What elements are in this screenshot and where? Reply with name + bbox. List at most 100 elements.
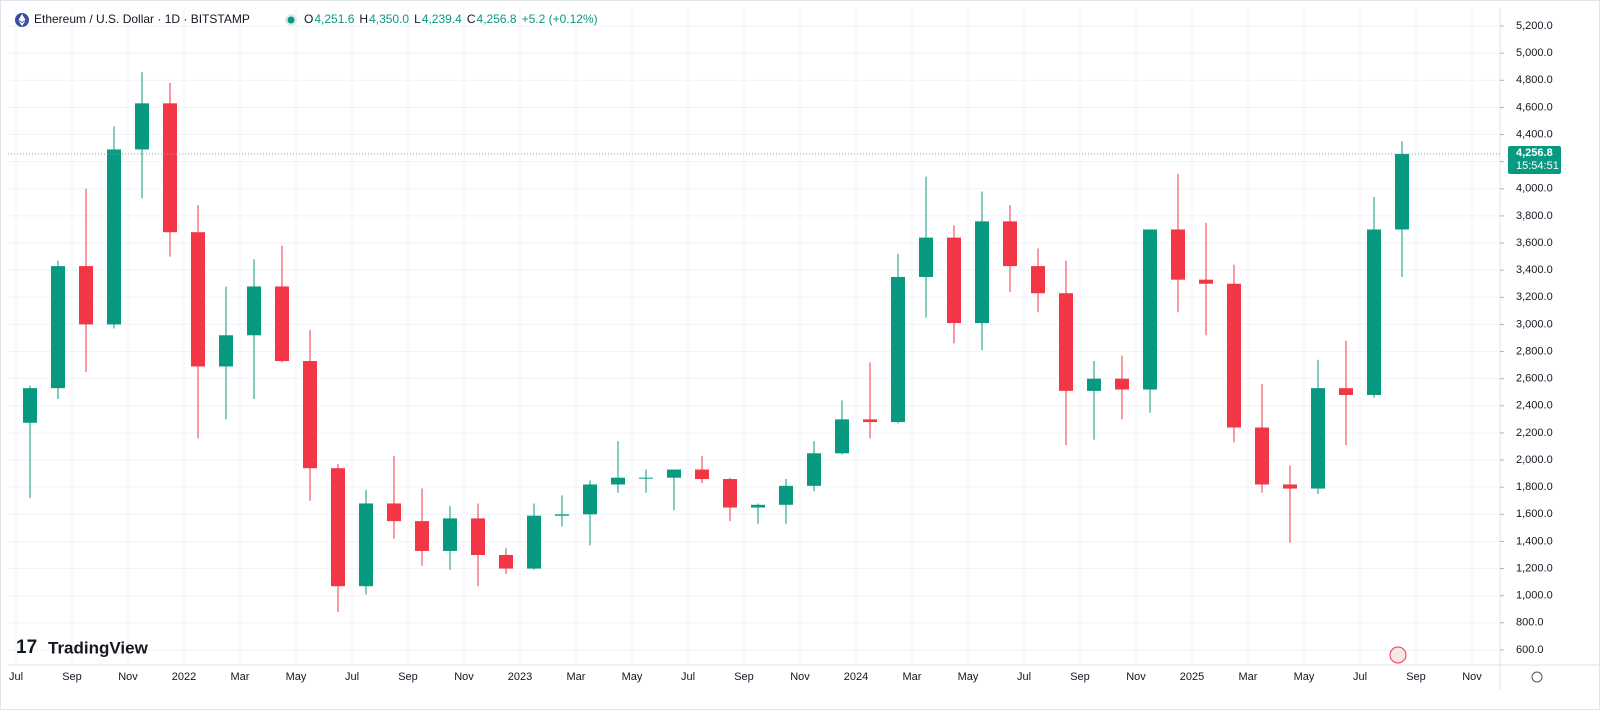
status-dot	[287, 16, 295, 24]
grid	[8, 8, 1500, 665]
x-tick-label: May	[286, 671, 307, 683]
candle-body	[1395, 153, 1409, 230]
candle-body	[695, 469, 709, 480]
y-tick-label: 600.0	[1516, 644, 1544, 656]
y-tick-label: 2,200.0	[1516, 427, 1553, 439]
candle-body	[527, 515, 541, 569]
candle-body	[611, 477, 625, 485]
candle-body	[1115, 378, 1129, 390]
x-tick-label: Jul	[9, 671, 23, 683]
candle-body	[723, 479, 737, 508]
axes: 600.0 800.0 1,000.0 1,200.0 1,400.0 1,600.0 1,…	[9, 20, 1561, 683]
candle-body	[1255, 427, 1269, 485]
x-tick-label: Sep	[398, 671, 418, 683]
y-tick-label: 4,600.0	[1516, 101, 1553, 113]
candle-body	[163, 103, 177, 233]
event-marker[interactable]	[1389, 646, 1407, 664]
x-tick-label: Jul	[681, 671, 695, 683]
eth-glyph	[18, 14, 26, 26]
candle-body	[415, 521, 429, 551]
x-tick-label: Jul	[1017, 671, 1031, 683]
candle-body	[947, 237, 961, 324]
y-tick-label: 1,200.0	[1516, 562, 1553, 574]
y-tick-label: 2,000.0	[1516, 454, 1553, 466]
x-tick-label: Nov	[454, 671, 474, 683]
x-tick-label: Mar	[231, 671, 250, 683]
brand: TradingView	[48, 638, 149, 657]
candle-body	[1227, 283, 1241, 428]
settings-button[interactable]	[1531, 671, 1543, 683]
x-tick-label: Mar	[567, 671, 586, 683]
y-tick-label: 4,400.0	[1516, 128, 1553, 140]
candle-body	[1031, 266, 1045, 294]
y-tick-label: 1,600.0	[1516, 508, 1553, 520]
ohlc-key: O	[304, 12, 313, 26]
candle-body	[751, 504, 765, 508]
candle-body	[331, 468, 345, 587]
candle-body	[135, 103, 149, 150]
y-tick-label: 4,000.0	[1516, 183, 1553, 195]
y-tick-label: 2,400.0	[1516, 400, 1553, 412]
candle-body	[863, 419, 877, 423]
y-tick-label: 3,000.0	[1516, 318, 1553, 330]
brand-mark: 17	[16, 637, 37, 658]
ohlc-key: H	[359, 12, 368, 26]
candle-body	[1003, 221, 1017, 267]
ohlc-legend: O 4,251.6 H 4,350.0 L 4,239.4 C 4,256.8 +5.2 (+0…	[304, 12, 598, 26]
candle-body	[1171, 229, 1185, 280]
y-tick-label: 5,200.0	[1516, 20, 1553, 32]
y-tick-label: 1,000.0	[1516, 590, 1553, 602]
candle-body	[1199, 279, 1213, 284]
y-tick-label: 4,800.0	[1516, 74, 1553, 86]
y-tick-label: 3,600.0	[1516, 237, 1553, 249]
x-tick-label: Sep	[1406, 671, 1426, 683]
x-tick-label: May	[1294, 671, 1315, 683]
y-tick-label: 3,400.0	[1516, 264, 1553, 276]
x-tick-label: Mar	[1239, 671, 1258, 683]
y-tick-label: 5,000.0	[1516, 47, 1553, 59]
candle-body	[667, 469, 681, 478]
y-tick-label: 3,200.0	[1516, 291, 1553, 303]
symbol-title[interactable]: Ethereum / U.S. Dollar · 1D · BITSTAMP	[34, 12, 250, 26]
y-tick-label: 2,600.0	[1516, 373, 1553, 385]
candle-body	[471, 518, 485, 556]
ohlc-value: 4,256.8	[477, 12, 517, 26]
x-tick-label: Sep	[62, 671, 82, 683]
x-tick-label: Nov	[1462, 671, 1482, 683]
candle-body	[1143, 229, 1157, 390]
x-tick-label: Sep	[1070, 671, 1090, 683]
ohlc-value: 4,239.4	[422, 12, 462, 26]
y-tick-label: 2,800.0	[1516, 345, 1553, 357]
y-tick-label: 3,800.0	[1516, 210, 1553, 222]
countdown: 15:54:51	[1516, 160, 1559, 172]
candle-body	[191, 232, 205, 367]
last-price-tag	[1508, 145, 1561, 174]
y-tick-label: 1,400.0	[1516, 535, 1553, 547]
x-tick-label: Jul	[345, 671, 359, 683]
x-tick-label: May	[958, 671, 979, 683]
x-tick-label: Mar	[903, 671, 922, 683]
candle-body	[919, 237, 933, 277]
candle-body	[1367, 229, 1381, 395]
candle-body	[835, 419, 849, 454]
candle-body	[555, 514, 569, 516]
x-tick-label: 2025	[1180, 671, 1204, 683]
ohlc-key: L	[414, 12, 421, 26]
ohlc-key: C	[467, 12, 476, 26]
ohlc-value: 4,251.6	[314, 12, 354, 26]
candle-body	[79, 266, 93, 325]
candle-body	[23, 388, 37, 423]
candle-body	[107, 149, 121, 325]
x-tick-label: Nov	[118, 671, 138, 683]
candle-body	[807, 453, 821, 486]
y-tick-label: 1,800.0	[1516, 481, 1553, 493]
candle-body	[639, 477, 653, 479]
candle-body	[1059, 293, 1073, 391]
candle-body	[975, 221, 989, 324]
last-price-label: 4,256.8	[1516, 147, 1553, 159]
candle-body	[359, 503, 373, 587]
candles	[8, 72, 1500, 612]
candle-body	[1087, 378, 1101, 391]
